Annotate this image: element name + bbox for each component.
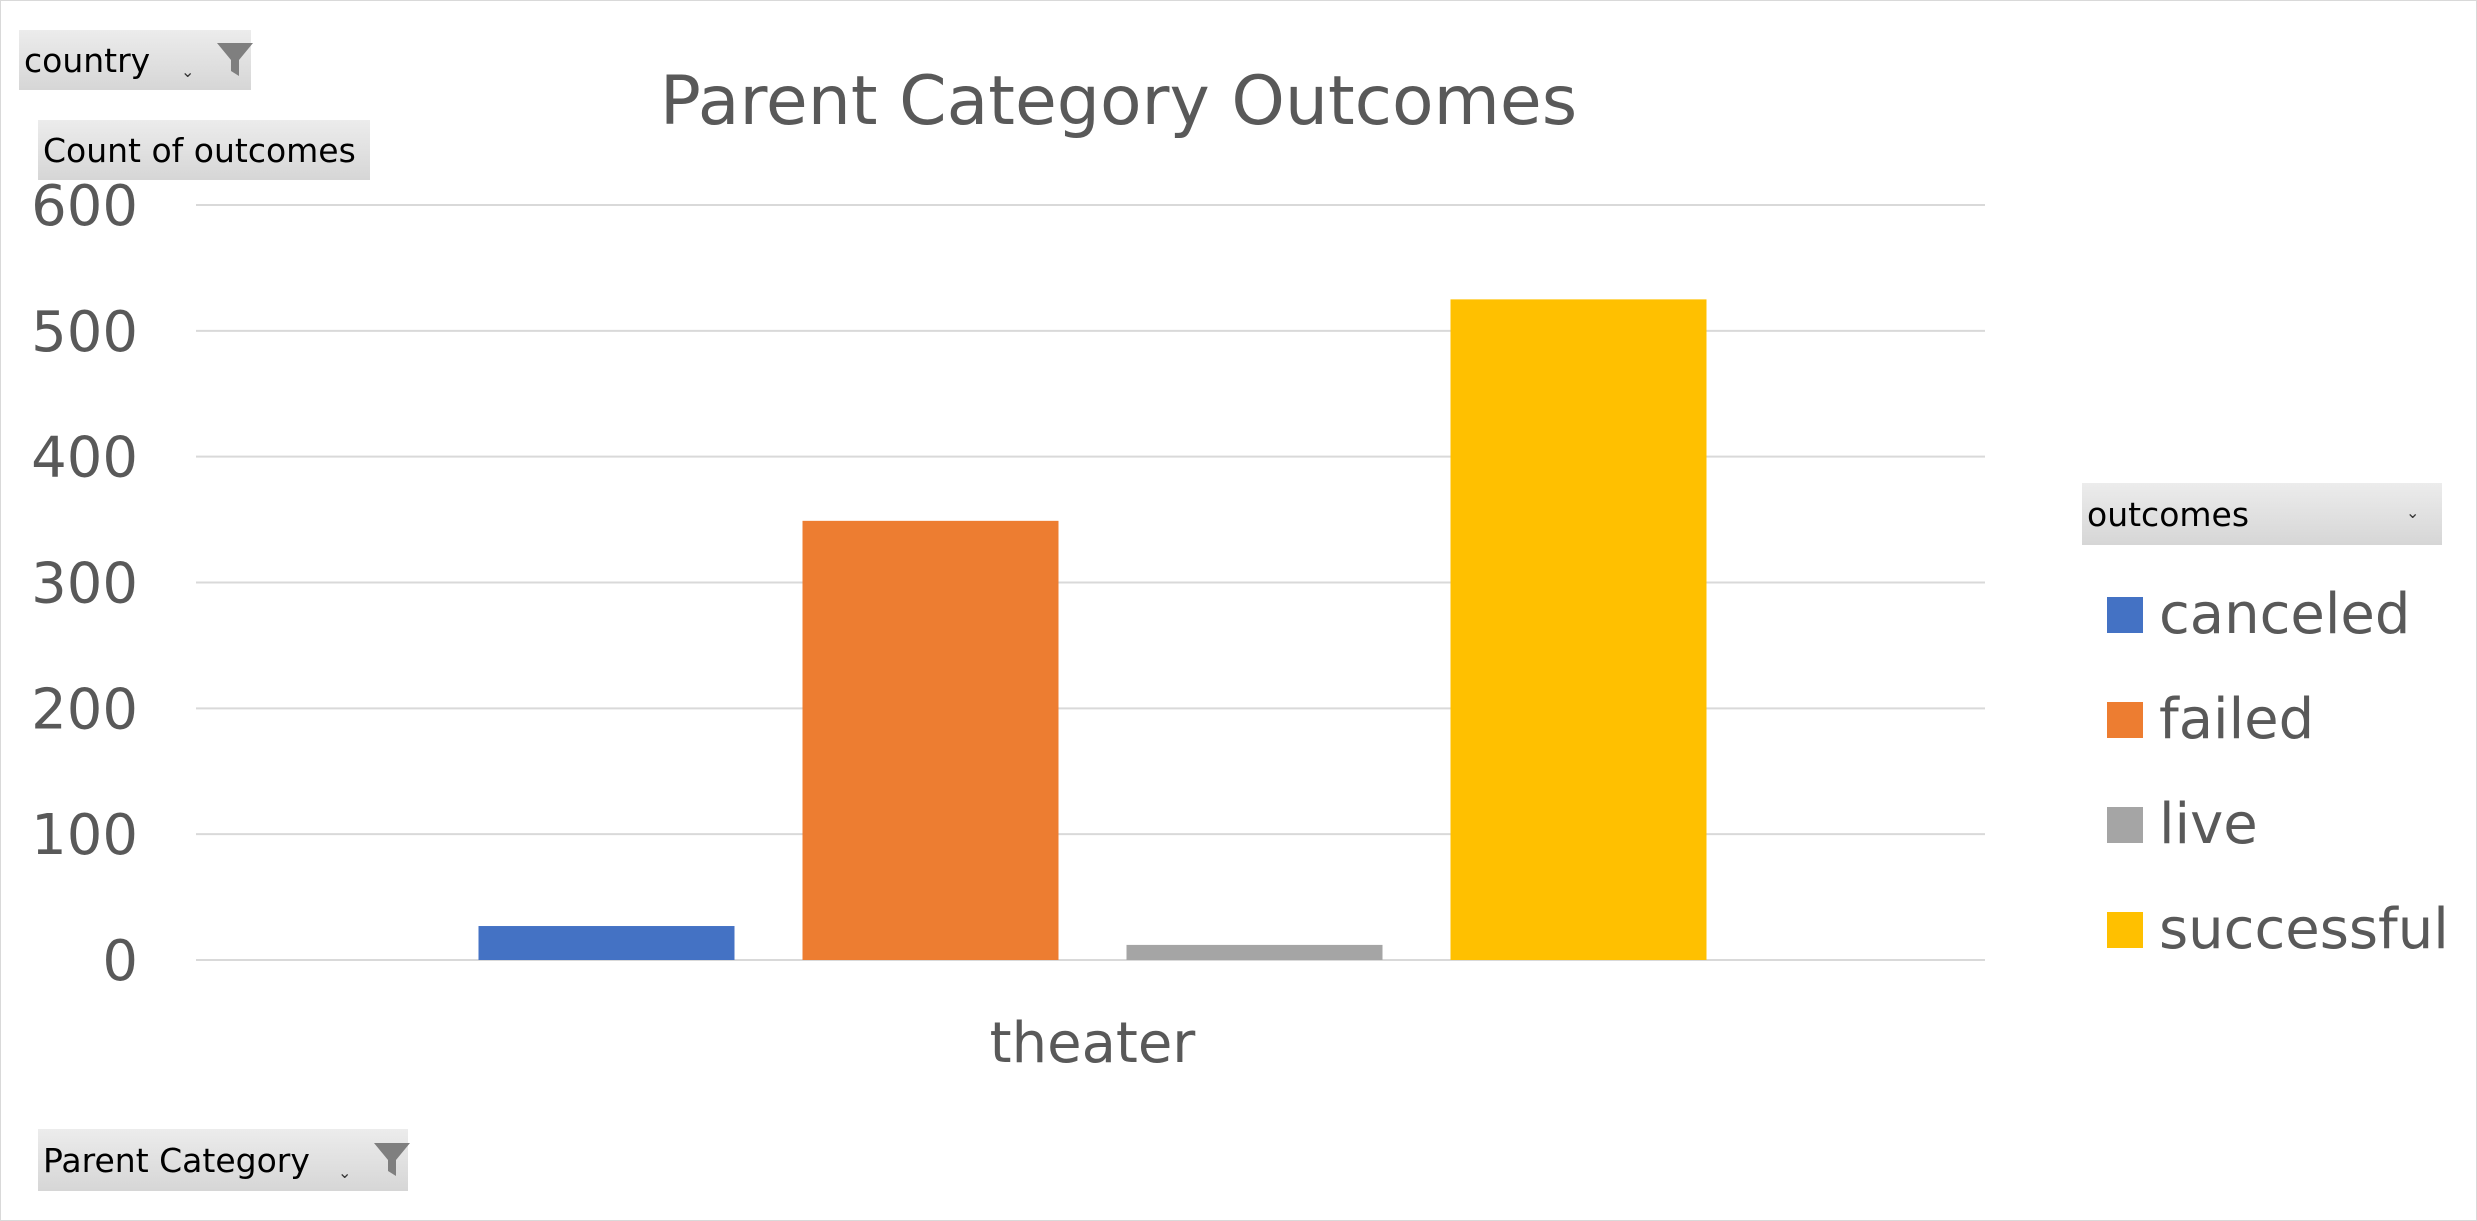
dropdown-arrow-icon: ⌄ [338, 1163, 352, 1182]
value-field-label: Count of outcomes [43, 130, 356, 170]
y-tick-label: 300 [31, 552, 138, 617]
y-tick-label: 600 [31, 174, 138, 239]
legend-swatch [2107, 596, 2143, 633]
x-axis-categories: theater [990, 1011, 1197, 1076]
y-axis-ticks: 0 100 200 300 400 500 600 [31, 174, 138, 994]
funnel-icon [374, 1143, 410, 1176]
chart-title: Parent Category Outcomes [659, 62, 1578, 141]
legend-item-live[interactable]: live [2107, 772, 2449, 877]
dropdown-arrow-icon: ⌄ [2406, 503, 2420, 522]
y-tick-label: 200 [31, 677, 138, 742]
bars [478, 299, 1707, 960]
funnel-icon [217, 43, 253, 76]
parent-category-filter-button[interactable]: Parent Category ⌄ [38, 1129, 410, 1191]
y-tick-label: 100 [31, 803, 138, 868]
legend-swatch [2107, 701, 2143, 738]
country-filter-button[interactable]: country ⌄ [19, 30, 253, 90]
legend-label: canceled [2159, 582, 2411, 647]
bar-failed[interactable] [802, 520, 1059, 960]
y-tick-label: 0 [102, 929, 138, 994]
legend-item-canceled[interactable]: canceled [2107, 562, 2449, 667]
legend: canceled failed live successful [2107, 562, 2449, 982]
bar-live[interactable] [1126, 944, 1383, 960]
dropdown-arrow-icon: ⌄ [181, 62, 195, 81]
legend-label: failed [2159, 687, 2315, 752]
country-filter-label: country [24, 40, 151, 80]
value-field-button[interactable]: Count of outcomes [38, 120, 370, 180]
legend-swatch [2107, 806, 2143, 843]
legend-swatch [2107, 911, 2143, 948]
legend-item-successful[interactable]: successful [2107, 877, 2449, 982]
y-tick-label: 400 [31, 426, 138, 491]
legend-label: successful [2159, 897, 2449, 962]
outcomes-field-label: outcomes [2087, 494, 2250, 534]
parent-category-label: Parent Category [43, 1140, 310, 1180]
x-category-label: theater [990, 1011, 1197, 1076]
outcomes-legend-field-button[interactable]: outcomes ⌄ [2082, 483, 2442, 545]
bar-canceled[interactable] [478, 926, 735, 960]
y-tick-label: 500 [31, 300, 138, 365]
legend-item-failed[interactable]: failed [2107, 667, 2449, 772]
legend-label: live [2159, 792, 2258, 857]
gridlines [196, 204, 1985, 961]
bar-successful[interactable] [1450, 299, 1707, 960]
